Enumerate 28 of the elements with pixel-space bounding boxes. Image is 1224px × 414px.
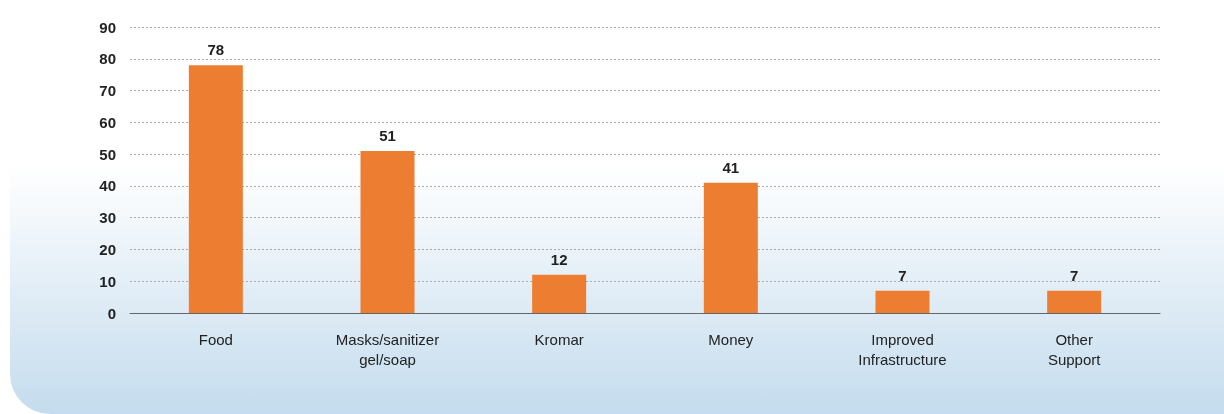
bar (703, 182, 758, 313)
y-tick-label: 0 (107, 304, 116, 322)
data-label: 12 (550, 250, 568, 268)
data-label: 41 (722, 158, 740, 176)
data-label: 78 (207, 41, 225, 59)
x-tick-label: Other Support (1047, 330, 1102, 368)
x-tick-label: Money (708, 330, 754, 348)
y-tick-label: 10 (99, 272, 116, 290)
y-tick-label: 70 (99, 82, 116, 100)
x-tick-label: Improved Infrastructure (858, 330, 947, 368)
y-tick-label: 30 (99, 209, 116, 227)
y-tick-label: 40 (99, 177, 116, 195)
data-label: 7 (1069, 266, 1079, 284)
y-tick-label: 50 (99, 145, 116, 163)
y-tick-label: 20 (99, 240, 116, 258)
y-tick-label: 60 (99, 113, 116, 131)
y-tick-label: 90 (99, 18, 116, 36)
bar (532, 274, 587, 313)
data-label: 51 (379, 126, 396, 144)
bar (188, 65, 243, 313)
x-tick-label: Food (198, 330, 233, 348)
bar (1047, 290, 1102, 313)
x-tick-label: Masks/sanitizer gel/soap (335, 330, 440, 368)
bar (875, 290, 930, 313)
x-tick-label: Kromar (534, 330, 584, 348)
bar (360, 150, 415, 313)
y-tick-label: 80 (99, 50, 116, 68)
data-label: 7 (898, 266, 907, 284)
